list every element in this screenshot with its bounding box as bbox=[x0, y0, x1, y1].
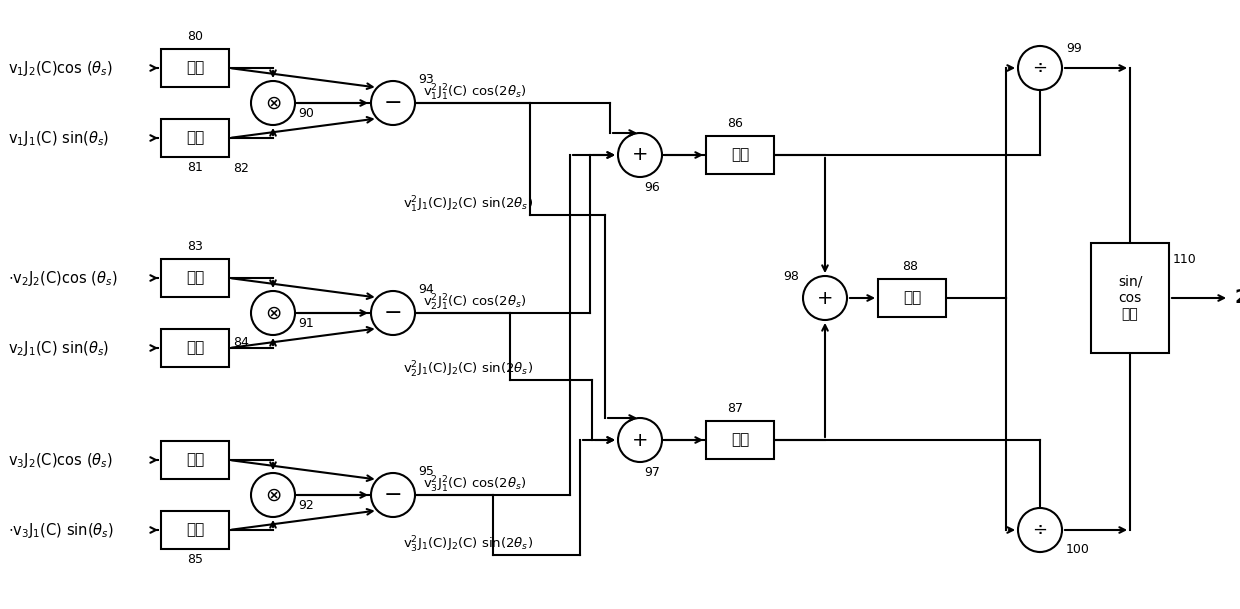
Text: 98: 98 bbox=[784, 270, 799, 283]
Text: −: − bbox=[383, 485, 402, 505]
Text: 平方: 平方 bbox=[186, 270, 205, 286]
Circle shape bbox=[804, 276, 847, 320]
Text: v$_2$J$_1$(C) sin($\theta_s$): v$_2$J$_1$(C) sin($\theta_s$) bbox=[7, 339, 109, 357]
Text: $\cdot$v$_3$J$_1$(C) sin($\theta_s$): $\cdot$v$_3$J$_1$(C) sin($\theta_s$) bbox=[7, 521, 114, 540]
Bar bbox=[706, 136, 774, 174]
Text: ÷: ÷ bbox=[1033, 521, 1048, 539]
Text: $\mathbf{2\theta_s}$: $\mathbf{2\theta_s}$ bbox=[1234, 287, 1240, 309]
Text: 平方: 平方 bbox=[186, 130, 205, 146]
Circle shape bbox=[618, 418, 662, 462]
Text: +: + bbox=[817, 289, 833, 308]
Text: 平方: 平方 bbox=[730, 147, 749, 163]
Text: 平方: 平方 bbox=[186, 340, 205, 356]
Bar bbox=[161, 119, 229, 157]
Text: +: + bbox=[631, 146, 649, 164]
Text: 开方: 开方 bbox=[903, 290, 921, 306]
Text: v$_3^2$J$_1$(C)J$_2$(C) sin(2$\theta_s$): v$_3^2$J$_1$(C)J$_2$(C) sin(2$\theta_s$) bbox=[403, 535, 533, 555]
Bar bbox=[161, 49, 229, 87]
Text: 88: 88 bbox=[901, 260, 918, 273]
Text: 85: 85 bbox=[187, 553, 203, 566]
Text: 平方: 平方 bbox=[730, 432, 749, 448]
Text: ⊗: ⊗ bbox=[265, 303, 281, 323]
Text: 83: 83 bbox=[187, 240, 203, 253]
Text: v$_1^2$J$_1$(C)J$_2$(C) sin(2$\theta_s$): v$_1^2$J$_1$(C)J$_2$(C) sin(2$\theta_s$) bbox=[403, 195, 533, 215]
Text: 91: 91 bbox=[298, 317, 314, 330]
Bar bbox=[1091, 243, 1169, 353]
Text: 90: 90 bbox=[298, 107, 314, 120]
Bar bbox=[161, 329, 229, 367]
Text: 92: 92 bbox=[298, 499, 314, 512]
Text: −: − bbox=[383, 93, 402, 113]
Bar bbox=[706, 421, 774, 459]
Bar bbox=[161, 511, 229, 549]
Circle shape bbox=[250, 291, 295, 335]
Text: 81: 81 bbox=[187, 161, 203, 174]
Circle shape bbox=[250, 473, 295, 517]
Text: v$_1^2$J$_1^2$(C) cos(2$\theta_s$): v$_1^2$J$_1^2$(C) cos(2$\theta_s$) bbox=[423, 83, 527, 103]
Circle shape bbox=[250, 81, 295, 125]
Text: 99: 99 bbox=[1066, 42, 1081, 55]
Text: 平方: 平方 bbox=[186, 60, 205, 76]
Text: 110: 110 bbox=[1173, 253, 1197, 266]
Text: 84: 84 bbox=[233, 337, 249, 350]
Bar bbox=[161, 441, 229, 479]
Text: v$_2^2$J$_1$(C)J$_2$(C) sin(2$\theta_s$): v$_2^2$J$_1$(C)J$_2$(C) sin(2$\theta_s$) bbox=[403, 360, 533, 380]
Text: 82: 82 bbox=[233, 162, 249, 175]
Text: 93: 93 bbox=[418, 73, 434, 86]
Circle shape bbox=[618, 133, 662, 177]
Text: v$_1$J$_1$(C) sin($\theta_s$): v$_1$J$_1$(C) sin($\theta_s$) bbox=[7, 128, 109, 147]
Text: 100: 100 bbox=[1066, 543, 1090, 556]
Text: 94: 94 bbox=[418, 283, 434, 296]
Circle shape bbox=[1018, 46, 1061, 90]
Text: +: + bbox=[631, 431, 649, 449]
Text: 96: 96 bbox=[644, 181, 660, 194]
Circle shape bbox=[1018, 508, 1061, 552]
Text: v$_3^2$J$_1^2$(C) cos(2$\theta_s$): v$_3^2$J$_1^2$(C) cos(2$\theta_s$) bbox=[423, 475, 527, 495]
Text: 86: 86 bbox=[727, 117, 743, 130]
Text: 80: 80 bbox=[187, 30, 203, 43]
Text: v$_2^2$J$_1^2$(C) cos(2$\theta_s$): v$_2^2$J$_1^2$(C) cos(2$\theta_s$) bbox=[423, 293, 527, 313]
Text: ⊗: ⊗ bbox=[265, 485, 281, 504]
Text: 97: 97 bbox=[644, 466, 660, 479]
Text: 87: 87 bbox=[727, 402, 743, 415]
Text: ÷: ÷ bbox=[1033, 59, 1048, 77]
Text: v$_1$J$_2$(C)cos ($\theta_s$): v$_1$J$_2$(C)cos ($\theta_s$) bbox=[7, 58, 113, 77]
Circle shape bbox=[371, 81, 415, 125]
Text: ⊗: ⊗ bbox=[265, 94, 281, 113]
Circle shape bbox=[371, 291, 415, 335]
Bar bbox=[161, 259, 229, 297]
Text: 95: 95 bbox=[418, 465, 434, 478]
Bar bbox=[878, 279, 946, 317]
Text: $\cdot$v$_2$J$_2$(C)cos ($\theta_s$): $\cdot$v$_2$J$_2$(C)cos ($\theta_s$) bbox=[7, 269, 118, 287]
Text: 平方: 平方 bbox=[186, 523, 205, 538]
Text: sin/
cos
解调: sin/ cos 解调 bbox=[1117, 275, 1142, 321]
Text: −: − bbox=[383, 303, 402, 323]
Text: 平方: 平方 bbox=[186, 452, 205, 468]
Text: v$_3$J$_2$(C)cos ($\theta_s$): v$_3$J$_2$(C)cos ($\theta_s$) bbox=[7, 451, 113, 470]
Circle shape bbox=[371, 473, 415, 517]
